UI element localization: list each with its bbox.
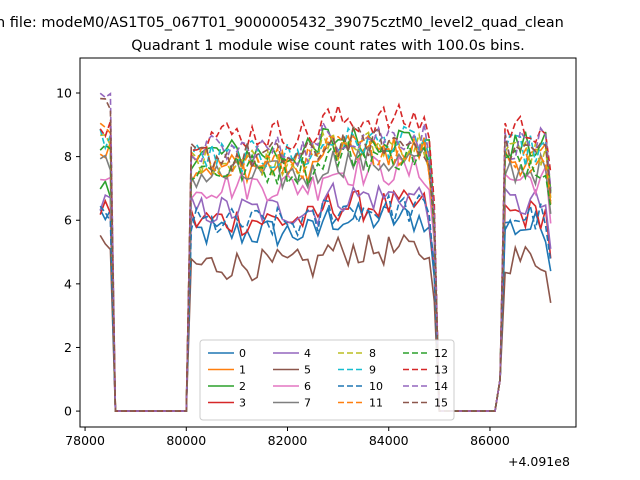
x-offset-label: +4.091e8 xyxy=(508,454,570,469)
y-tick-label: 0 xyxy=(64,404,72,419)
x-axis: 78000 80000 82000 84000 86000 xyxy=(65,427,510,448)
legend-label-0: 0 xyxy=(239,347,246,360)
y-tick-label: 2 xyxy=(64,340,72,355)
legend-label-9: 9 xyxy=(369,364,376,377)
series-line-15 xyxy=(100,97,552,412)
chart-title-line1: n file: modeM0/AS1T05_067T01_9000005432_… xyxy=(0,15,564,31)
legend-label-7: 7 xyxy=(304,397,311,410)
legend-label-8: 8 xyxy=(369,347,376,360)
legend-label-3: 3 xyxy=(239,397,246,410)
x-tick-label: 84000 xyxy=(369,433,409,448)
legend-label-11: 11 xyxy=(369,397,383,410)
legend-box xyxy=(199,339,455,421)
y-tick-label: 4 xyxy=(64,276,72,291)
plot-border xyxy=(79,57,577,428)
series-layer xyxy=(99,92,552,412)
x-tick-label: 80000 xyxy=(166,433,206,448)
y-tick-label: 8 xyxy=(64,149,72,164)
legend-label-1: 1 xyxy=(239,364,246,377)
legend-label-14: 14 xyxy=(434,380,448,393)
x-tick-label: 86000 xyxy=(470,433,510,448)
legend-label-5: 5 xyxy=(304,364,311,377)
legend-label-13: 13 xyxy=(434,364,448,377)
legend-label-10: 10 xyxy=(369,380,383,393)
legend-label-6: 6 xyxy=(304,380,311,393)
legend-label-12: 12 xyxy=(434,347,448,360)
y-axis: 0 2 4 6 8 10 xyxy=(56,85,80,419)
x-tick-label: 82000 xyxy=(268,433,308,448)
legend-label-4: 4 xyxy=(304,347,311,360)
chart-title-line2: Quadrant 1 module wise count rates with … xyxy=(131,38,525,54)
legend-label-15: 15 xyxy=(434,397,448,410)
y-tick-label: 6 xyxy=(64,213,72,228)
y-tick-label: 10 xyxy=(56,85,72,100)
series-line-10 xyxy=(99,192,552,412)
x-tick-label: 78000 xyxy=(65,433,105,448)
legend-label-2: 2 xyxy=(239,380,246,393)
